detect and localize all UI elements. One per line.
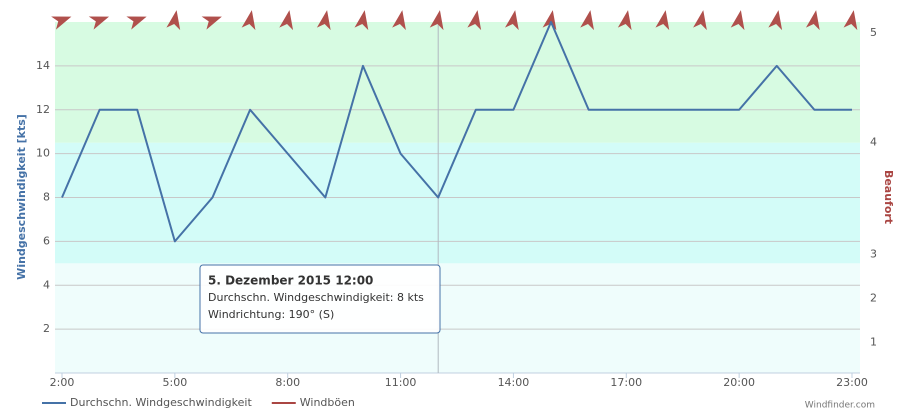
wind-arrow: [201, 16, 222, 30]
plot-band: [55, 22, 860, 143]
x-tick-label: 8:00: [275, 376, 300, 389]
x-tick-label: 5:00: [163, 376, 188, 389]
y2-tick-label: 1: [870, 335, 877, 348]
wind-arrow: [805, 10, 820, 31]
y-tick-label: 10: [36, 147, 50, 160]
y-tick-label: 2: [43, 322, 50, 335]
legend-label: Durchschn. Windgeschwindigkeit: [70, 396, 252, 409]
y2-tick-label: 2: [870, 291, 877, 304]
wind-arrow: [768, 10, 783, 31]
x-tick-label: 20:00: [723, 376, 755, 389]
x-tick-label: 23:00: [836, 376, 868, 389]
wind-arrow: [279, 10, 294, 31]
plot-band: [55, 263, 860, 373]
credit: Windfinder.com: [805, 401, 875, 411]
tooltip-box: [199, 264, 441, 334]
y-tick-label: 12: [36, 103, 50, 116]
wind-arrow: [580, 10, 594, 31]
y2-axis-title: Beaufort: [882, 170, 895, 224]
x-tick-label: 2:00: [50, 376, 75, 389]
wind-arrow: [467, 10, 482, 31]
y-tick-label: 4: [43, 278, 50, 291]
y2-tick-label: 4: [870, 136, 877, 149]
tooltip-line: Durchschn. Windgeschwindigkeit: 8 kts: [208, 291, 424, 304]
wind-arrow: [655, 10, 670, 31]
y-tick-label: 6: [43, 234, 50, 247]
y2-tick-label: 3: [870, 248, 877, 261]
wind-arrow: [617, 10, 632, 31]
series-line: [61, 21, 852, 243]
y-axis-title: Windgeschwindigkeit [kts]: [15, 114, 28, 280]
tooltip-line: Windrichtung: 190° (S): [208, 308, 334, 321]
wind-arrow: [126, 16, 147, 30]
tooltip-line: 5. Dezember 2015 12:00: [208, 274, 373, 288]
wind-arrow: [316, 10, 331, 31]
x-tick-label: 17:00: [610, 376, 642, 389]
x-tick-label: 14:00: [498, 376, 530, 389]
wind-arrow: [504, 10, 519, 31]
legend-label: Windböen: [300, 396, 355, 409]
wind-arrow: [88, 16, 110, 30]
wind-arrow: [429, 10, 444, 31]
wind-arrow: [392, 10, 406, 31]
wind-arrow: [166, 10, 181, 31]
wind-arrow: [354, 10, 369, 31]
wind-arrow: [730, 10, 745, 31]
wind-arrow: [843, 10, 858, 31]
y-tick-label: 14: [36, 59, 50, 72]
y2-tick-label: 5: [870, 26, 877, 39]
wind-arrow: [693, 10, 707, 31]
wind-arrow: [51, 16, 72, 30]
y-tick-label: 8: [43, 191, 50, 204]
plot-band: [55, 142, 860, 264]
tooltip: 5. Dezember 2015 12:00 Durchschn. Windges…: [199, 264, 441, 334]
wind-arrow: [241, 10, 256, 31]
x-tick-label: 11:00: [385, 376, 417, 389]
